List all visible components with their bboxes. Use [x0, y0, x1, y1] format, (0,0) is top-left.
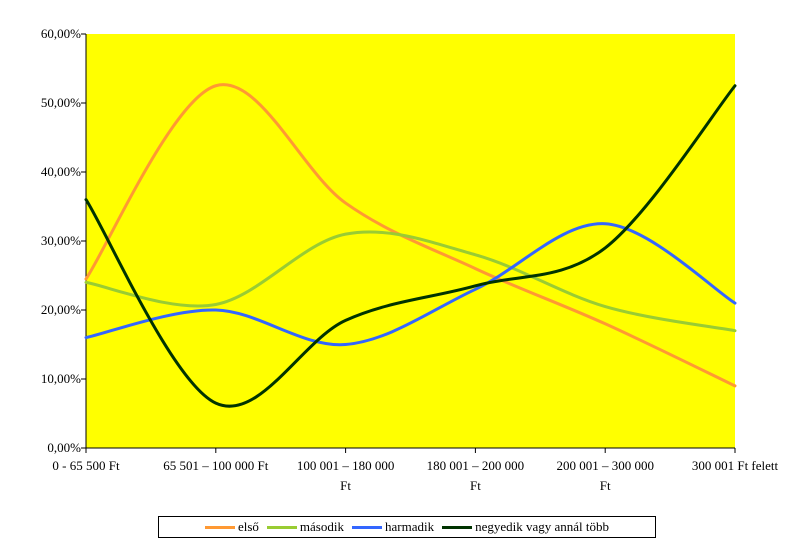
x-tick-label: 100 001 – 180 000: [297, 458, 395, 473]
series-line-1: [84, 83, 737, 388]
y-tick-label: 0,00%: [47, 440, 81, 455]
x-tick-label: 200 001 – 300 000: [556, 458, 654, 473]
legend-swatch: [204, 525, 235, 529]
legend-label: első: [237, 519, 259, 534]
y-axis: 0,00% 10,00% 20,00% 30,00% 40,00% 50,00% 60,00…: [41, 26, 87, 455]
legend-item: első: [204, 519, 259, 535]
series-line-2: [84, 230, 737, 333]
legend-label: harmadik: [384, 519, 435, 534]
legend-item: második: [266, 519, 344, 535]
x-tick-label: 300 001 Ft felett: [692, 458, 779, 473]
series-line-4: [84, 84, 737, 408]
y-tick-label: 50,00%: [41, 95, 81, 110]
x-tick-label: Ft: [340, 478, 351, 493]
legend-swatch: [266, 525, 297, 529]
legend-swatch: [351, 525, 382, 529]
y-tick-label: 20,00%: [41, 302, 81, 317]
y-tick-label: 10,00%: [41, 371, 81, 386]
legend-swatch: [442, 525, 473, 529]
y-tick-label: 60,00%: [41, 26, 81, 41]
legend-label: negyedik vagy annál több: [475, 519, 610, 534]
y-tick-label: 30,00%: [41, 233, 81, 248]
x-tick-label: 180 001 – 200 000: [427, 458, 525, 473]
x-tick-label: 0 - 65 500 Ft: [52, 458, 120, 473]
x-axis: 0 - 65 500 Ft 65 501 – 100 000 Ft 100 001 …: [52, 447, 779, 493]
y-tick-label: 40,00%: [41, 164, 81, 179]
legend-item: harmadik: [351, 519, 435, 535]
x-tick-label: Ft: [600, 478, 611, 493]
series-layer: [84, 83, 737, 408]
x-tick-label: 65 501 – 100 000 Ft: [163, 458, 268, 473]
x-tick-label: Ft: [470, 478, 481, 493]
legend-item: negyedik vagy annál több: [442, 519, 609, 535]
legend: első második harmadik negyedik vagy annál t…: [158, 516, 656, 538]
legend-label: második: [299, 519, 344, 534]
